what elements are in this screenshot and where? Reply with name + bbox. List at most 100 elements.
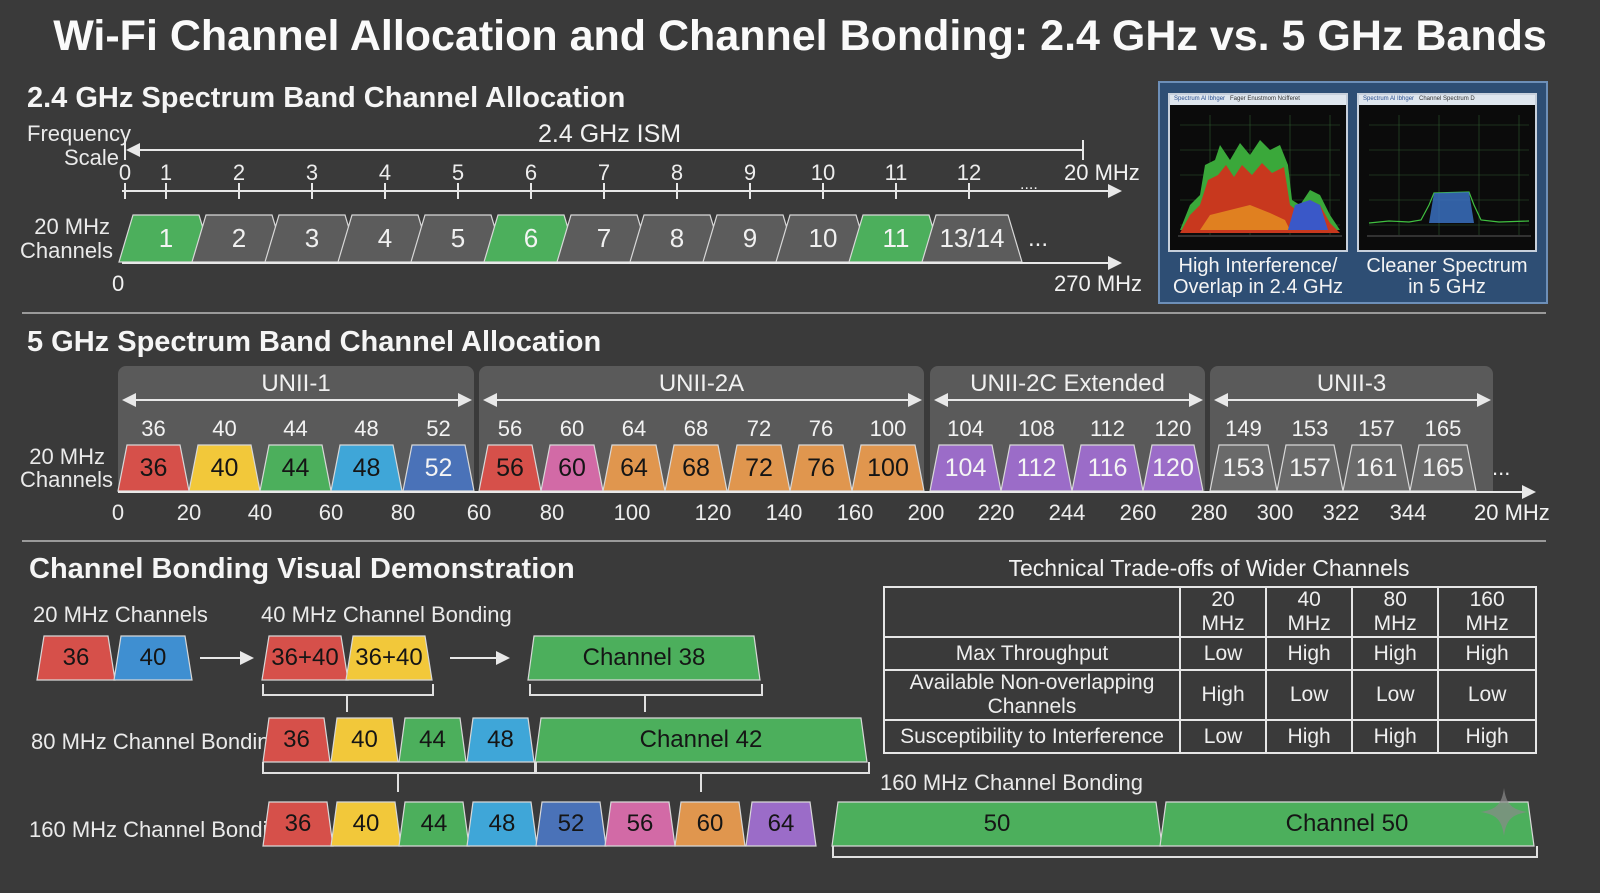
bond20-channel [113, 635, 193, 681]
bond160-channel-label: 48 [488, 810, 516, 837]
bracket-40mhz [262, 684, 434, 696]
scale-tick-label: 11 [884, 160, 908, 185]
scale-tick-label: 4 [378, 160, 392, 185]
tradeoffs-cell: Susceptibility to Interference [883, 719, 1181, 754]
spectrum-tab-left-1: Spectrum Al Ibhger [1174, 96, 1226, 102]
band5-channel-label: 76 [807, 453, 835, 482]
tradeoffs-cell: Low [1351, 669, 1440, 721]
bracket-channel-42 [535, 762, 870, 774]
tradeoffs-cell: High [1437, 636, 1537, 671]
band5-axis-label: 244 [1048, 500, 1086, 525]
region-arrow-left-icon [483, 393, 497, 407]
scale-tick [749, 183, 751, 199]
band5-region-label: UNII-2C Extended [970, 370, 1165, 397]
band5-top-number: 52 [426, 416, 451, 441]
scale-tick-label: 5 [451, 160, 465, 185]
tradeoffs-cell: High [1351, 719, 1440, 754]
scale-tick-label: 6 [524, 160, 538, 185]
ism-range-end-tick [1082, 140, 1084, 160]
bond20-channel-label: 36 [62, 644, 90, 671]
band5-axis-label: 220 [977, 500, 1015, 525]
channel-42-block [534, 717, 868, 763]
band5-axis-label: 20 [176, 500, 202, 525]
band5-channels-label-1: 20 MHz [29, 444, 105, 469]
band5-top-number: 76 [808, 416, 834, 441]
spectrum-screen-5ghz: Spectrum Al Ibhger Channel Spectrum D [1357, 93, 1537, 252]
band5-region-range-line [938, 399, 1195, 401]
band5-top-number: 72 [746, 416, 772, 441]
band5-axis-arrow-icon [1522, 485, 1536, 499]
scale-tick [530, 183, 532, 199]
channel-50-label-a: 50 [983, 810, 1011, 837]
region-arrow-right-icon [1477, 393, 1491, 407]
bracket-80mhz [262, 762, 536, 774]
scale-tick-label: 10 [810, 160, 836, 185]
tradeoffs-cell: Low [1178, 719, 1268, 754]
band24-channel-label: 5 [450, 223, 466, 253]
spectrum-plot-5ghz [1367, 115, 1531, 237]
band24-channel-label: 8 [669, 223, 685, 253]
band5-region-range-line [126, 399, 464, 401]
band5-axis-label: 60 [318, 500, 344, 525]
band5-channel-label: 165 [1422, 453, 1464, 482]
band5-channel-label: 112 [1016, 453, 1057, 482]
scale-tick [238, 183, 240, 199]
section-divider-1 [22, 312, 1546, 314]
band24-channel-label: 4 [377, 223, 393, 253]
band5-axis-label: 80 [390, 500, 416, 525]
band5-channel-label: 120 [1152, 453, 1194, 482]
bond80-channel-label: 36 [283, 726, 310, 753]
channel-38-label: Channel 38 [582, 644, 706, 671]
band5-channel-label: 161 [1355, 453, 1398, 482]
band5-axis-label: 40 [247, 500, 273, 525]
band5-channel-label: 48 [352, 453, 381, 482]
band24-axis-start: 0 [112, 271, 125, 296]
band5-top-number: 149 [1225, 416, 1262, 441]
band24-heading: 2.4 GHz Spectrum Band Channel Allocation [27, 82, 626, 114]
band5-axis-label: 140 [765, 500, 803, 525]
band24-channel-label: 1 [158, 223, 174, 253]
band24-channels-dots: ... [1028, 225, 1049, 252]
band5-axis-label: 60 [466, 500, 492, 525]
section-divider-2 [22, 540, 1546, 542]
band5-top-number: 112 [1089, 416, 1126, 441]
bond160-channel [674, 801, 746, 847]
bond160-channel-label: 40 [352, 810, 380, 837]
tradeoffs-row: Susceptibility to Interference Low High … [883, 719, 1537, 754]
bond160-channel-label: 56 [626, 810, 654, 837]
scale-label: Scale [63, 145, 119, 170]
scale-tick [457, 183, 459, 199]
band5-axis-label: 80 [539, 500, 565, 525]
bonding-160mhz-right-label: 160 MHz Channel Bonding [880, 770, 1143, 795]
band5-channel-label: 153 [1222, 453, 1265, 482]
scale-tick [311, 183, 313, 199]
tradeoffs-header-cell: 80 MHz [1351, 586, 1440, 638]
tradeoffs-cell: Low [1178, 636, 1268, 671]
bonding-80mhz-label: 80 MHz Channel Bonding [31, 729, 282, 754]
band5-channel-label: 100 [867, 453, 909, 482]
tradeoffs-cell: High [1178, 669, 1268, 721]
band24-channel-label: 6 [523, 223, 539, 253]
scale-tick-label: 8 [670, 160, 684, 185]
bond160-channel-label: 44 [420, 810, 448, 837]
bond160-channel-label: 52 [557, 810, 585, 837]
tradeoffs-cell: Max Throughput [883, 636, 1181, 671]
scale-tick [895, 183, 897, 199]
band5-channel-label: 44 [281, 453, 310, 482]
tradeoffs-cell: High [1265, 636, 1354, 671]
band24-axis-end: 270 MHz [1054, 271, 1143, 296]
tradeoffs-header-cell: 40 MHz [1265, 586, 1354, 638]
band5-channel-label: 40 [210, 453, 239, 482]
spectrum-caption-5ghz-2: in 5 GHz [1408, 276, 1486, 298]
spectrum-tab-right-1: Spectrum Al Ibhger [1363, 96, 1415, 102]
band5-region-range-line [1218, 399, 1483, 401]
bonding-40mhz-label: 40 MHz Channel Bonding [261, 602, 512, 627]
bond40-channel-label: 36+40 [355, 644, 423, 671]
tradeoffs-header-cell [883, 586, 1181, 638]
bond80-channel-label: 40 [351, 726, 378, 753]
band5-top-number: 36 [141, 416, 166, 441]
frequency-label: Frequency [27, 121, 131, 146]
ism-arrow-left-icon [126, 143, 140, 157]
band5-axis-label: 160 [836, 500, 874, 525]
